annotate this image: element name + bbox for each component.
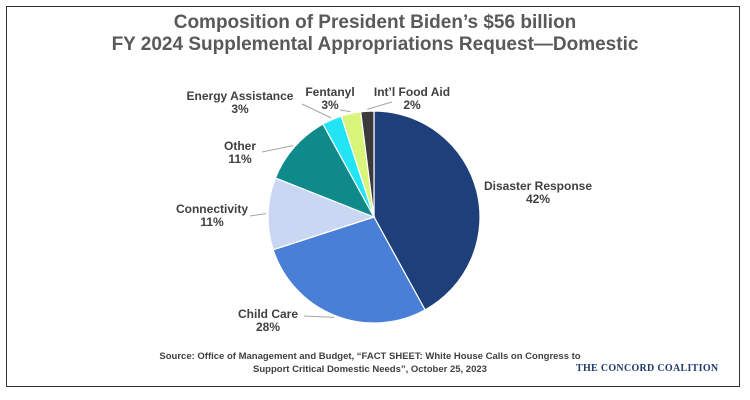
chart-title-line-1: Composition of President Biden’s $56 bil… [173,12,577,33]
leader-line [301,103,332,119]
source-note: Source: Office of Management and Budget,… [120,350,620,376]
leader-line [261,145,294,153]
chart-title: Composition of President Biden’s $56 bil… [0,12,750,56]
source-line-2: Support Critical Domestic Needs”, Octobe… [253,364,487,375]
slice-label: Int’l Food Aid [374,85,450,99]
slice-value-label: 2% [403,98,421,112]
slice-value-label: 3% [231,102,249,116]
leader-line [303,315,335,318]
pie-slice-child-care [272,216,426,324]
slice-value-label: 28% [256,320,280,334]
slice-label: Disaster Response [484,179,592,193]
concord-coalition-logo: THE CONCORD COALITION [576,363,719,374]
pie-slice-int-l-food-aid [360,110,375,218]
slice-value-label: 42% [526,192,550,206]
slice-label: Other [224,139,256,153]
pie-slice-connectivity [267,177,376,251]
pie-slice-disaster-response [373,110,481,311]
slice-label: Connectivity [176,202,248,216]
source-line-1: Source: Office of Management and Budget,… [159,351,581,362]
chart-title-line-2: FY 2024 Supplemental Appropriations Requ… [111,34,639,55]
slice-value-label: 3% [321,98,339,112]
leader-lines [249,101,393,318]
slice-label: Fentanyl [305,85,354,99]
leader-line [339,109,351,113]
slice-label: Child Care [238,307,298,321]
slice-value-label: 11% [200,215,224,229]
pie-slice-other [274,123,376,219]
leader-line [367,101,393,110]
slice-label: Energy Assistance [187,89,294,103]
slice-value-label: 11% [228,152,252,166]
pie-slices [267,110,481,324]
leader-line [249,213,267,217]
